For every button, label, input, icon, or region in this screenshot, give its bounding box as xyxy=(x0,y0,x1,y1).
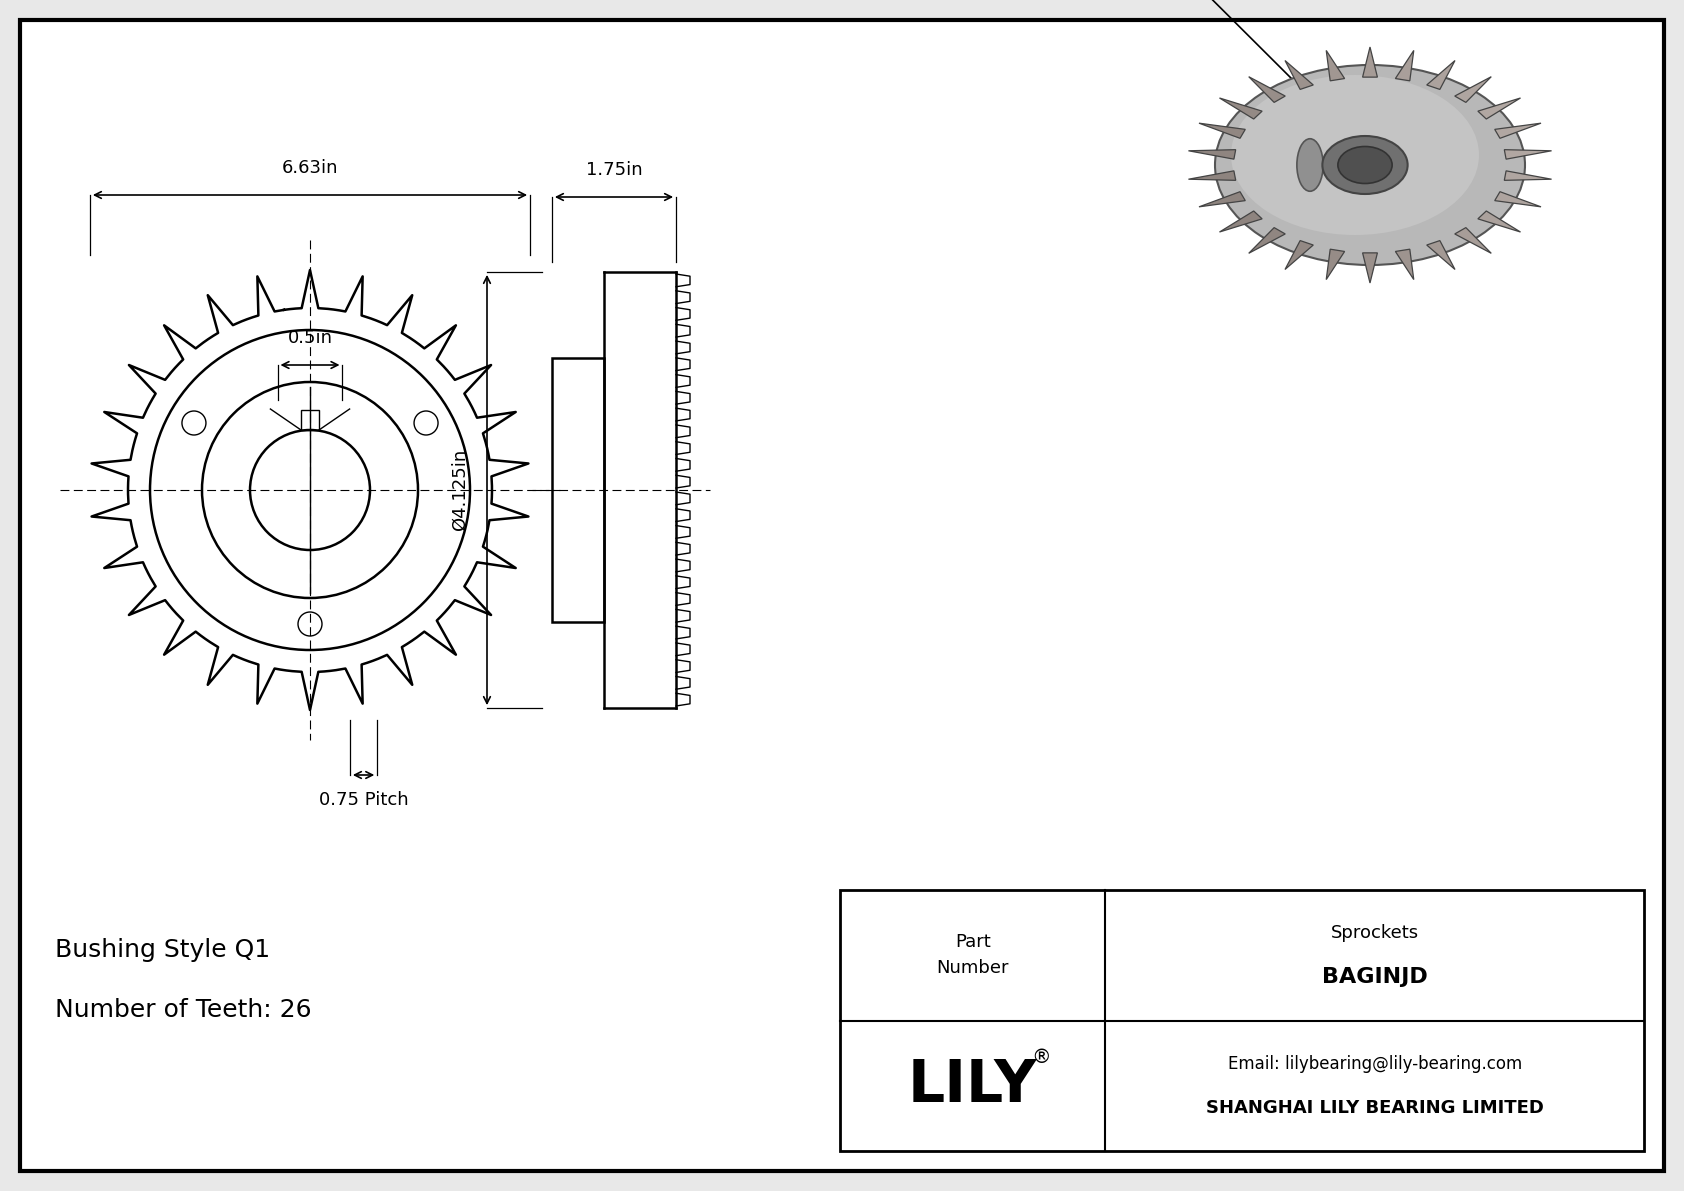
Polygon shape xyxy=(1199,123,1244,138)
Polygon shape xyxy=(1219,98,1261,119)
Bar xyxy=(301,410,318,430)
Polygon shape xyxy=(1495,123,1541,138)
Text: Ø4.125in: Ø4.125in xyxy=(451,449,470,531)
Text: Number of Teeth: 26: Number of Teeth: 26 xyxy=(56,998,312,1022)
Polygon shape xyxy=(1426,241,1455,269)
Polygon shape xyxy=(1189,150,1236,160)
Polygon shape xyxy=(1396,249,1415,280)
Text: 0.5in: 0.5in xyxy=(288,329,332,347)
Text: 6.63in: 6.63in xyxy=(281,160,338,177)
Polygon shape xyxy=(1396,50,1415,81)
Ellipse shape xyxy=(1214,66,1526,266)
Text: 3/8"-16 Thread: 3/8"-16 Thread xyxy=(1106,0,1305,92)
Ellipse shape xyxy=(1231,75,1479,235)
Text: ®: ® xyxy=(1031,1048,1051,1067)
Polygon shape xyxy=(1250,76,1285,102)
Text: 1.75in: 1.75in xyxy=(586,161,642,179)
Bar xyxy=(552,358,605,622)
Polygon shape xyxy=(1285,61,1314,89)
Text: Sprockets: Sprockets xyxy=(1330,924,1418,942)
Polygon shape xyxy=(1362,252,1378,283)
Text: Email: lilybearing@lily-bearing.com: Email: lilybearing@lily-bearing.com xyxy=(1228,1055,1522,1073)
Text: SHANGHAI LILY BEARING LIMITED: SHANGHAI LILY BEARING LIMITED xyxy=(1206,1099,1544,1117)
Polygon shape xyxy=(1219,211,1261,232)
Polygon shape xyxy=(1455,227,1492,254)
Text: Part
Number: Part Number xyxy=(936,933,1009,978)
Text: BAGINJD: BAGINJD xyxy=(1322,967,1428,987)
Text: 0.75 Pitch: 0.75 Pitch xyxy=(318,791,409,809)
Polygon shape xyxy=(1362,46,1378,77)
Polygon shape xyxy=(1250,227,1285,254)
Polygon shape xyxy=(1504,150,1551,160)
Polygon shape xyxy=(1455,76,1492,102)
Polygon shape xyxy=(1199,192,1244,207)
Text: Bushing Style Q1: Bushing Style Q1 xyxy=(56,939,269,962)
Bar xyxy=(840,890,1644,1151)
Polygon shape xyxy=(1495,192,1541,207)
Polygon shape xyxy=(1285,241,1314,269)
Polygon shape xyxy=(1189,170,1236,180)
Ellipse shape xyxy=(1297,138,1324,192)
Polygon shape xyxy=(1327,249,1344,280)
Text: LILY: LILY xyxy=(908,1058,1037,1115)
Polygon shape xyxy=(1479,211,1521,232)
Polygon shape xyxy=(1479,98,1521,119)
Ellipse shape xyxy=(1337,146,1393,183)
Polygon shape xyxy=(1327,50,1344,81)
Polygon shape xyxy=(1504,170,1551,180)
Ellipse shape xyxy=(1322,136,1408,194)
Polygon shape xyxy=(1426,61,1455,89)
